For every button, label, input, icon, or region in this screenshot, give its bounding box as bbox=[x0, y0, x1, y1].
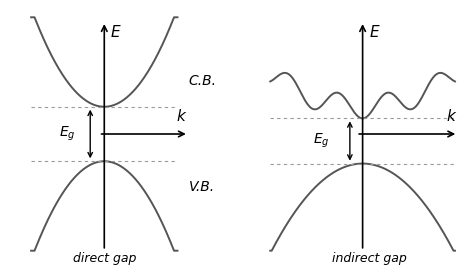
Text: $E_g$: $E_g$ bbox=[313, 132, 329, 150]
Text: direct gap: direct gap bbox=[73, 252, 136, 265]
Text: $k$: $k$ bbox=[446, 108, 457, 124]
Text: V.B.: V.B. bbox=[189, 180, 215, 194]
Text: $E_g$: $E_g$ bbox=[59, 125, 76, 143]
Text: $E$: $E$ bbox=[369, 24, 381, 39]
Text: $E$: $E$ bbox=[110, 24, 121, 39]
Text: indirect gap: indirect gap bbox=[332, 252, 406, 265]
Text: C.B.: C.B. bbox=[189, 74, 217, 88]
Text: $k$: $k$ bbox=[176, 108, 188, 124]
